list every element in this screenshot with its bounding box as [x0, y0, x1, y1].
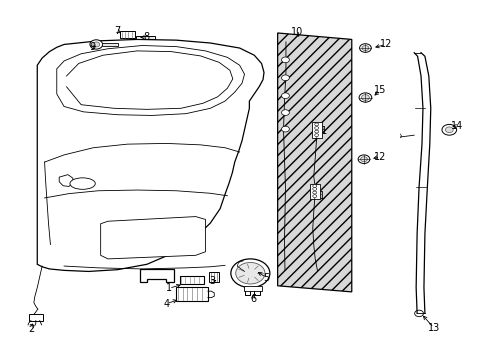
Text: 4: 4 [163, 299, 169, 309]
Bar [309, 184, 319, 199]
Circle shape [358, 93, 371, 102]
Circle shape [281, 110, 289, 116]
Text: 8: 8 [142, 32, 149, 42]
Polygon shape [101, 217, 205, 259]
Circle shape [93, 42, 100, 47]
Text: 15: 15 [373, 85, 386, 95]
Polygon shape [277, 33, 351, 292]
Bar [180, 276, 203, 284]
Circle shape [445, 127, 452, 133]
Text: 1: 1 [165, 283, 172, 293]
Circle shape [361, 45, 368, 50]
Circle shape [314, 127, 318, 130]
Ellipse shape [70, 178, 95, 189]
Text: 5: 5 [263, 273, 269, 283]
Bar [29, 314, 42, 320]
Circle shape [312, 195, 316, 198]
Bar [102, 42, 118, 46]
Circle shape [314, 130, 318, 133]
Text: 6: 6 [250, 294, 256, 304]
Text: 9: 9 [89, 42, 95, 52]
Text: 7: 7 [114, 26, 121, 36]
Circle shape [281, 126, 289, 132]
Circle shape [312, 185, 316, 188]
Text: 12: 12 [373, 152, 386, 162]
Bar [176, 287, 207, 301]
Polygon shape [37, 40, 264, 271]
Circle shape [281, 93, 289, 99]
Circle shape [281, 57, 289, 63]
Polygon shape [59, 175, 73, 186]
Circle shape [230, 259, 269, 288]
Circle shape [281, 75, 289, 81]
Text: 10: 10 [290, 27, 302, 37]
Circle shape [90, 40, 102, 49]
Text: 11: 11 [314, 191, 326, 201]
Circle shape [312, 191, 316, 194]
Bar [120, 31, 135, 39]
Text: 14: 14 [449, 121, 462, 131]
Circle shape [361, 95, 368, 100]
Bar [209, 272, 219, 282]
Circle shape [360, 157, 366, 162]
Text: 3: 3 [209, 276, 215, 286]
Bar [311, 122, 321, 138]
Circle shape [235, 262, 264, 284]
Circle shape [441, 125, 456, 135]
Circle shape [359, 44, 370, 52]
Circle shape [314, 134, 318, 136]
Circle shape [414, 310, 423, 317]
Text: 2: 2 [28, 324, 34, 334]
Circle shape [312, 188, 316, 190]
Bar [243, 286, 262, 291]
Circle shape [314, 123, 318, 126]
Polygon shape [57, 45, 244, 116]
Bar [136, 36, 155, 40]
Circle shape [357, 155, 369, 163]
Text: 11: 11 [316, 126, 328, 135]
Text: 13: 13 [427, 323, 439, 333]
Text: 12: 12 [379, 40, 391, 49]
Polygon shape [140, 269, 173, 282]
